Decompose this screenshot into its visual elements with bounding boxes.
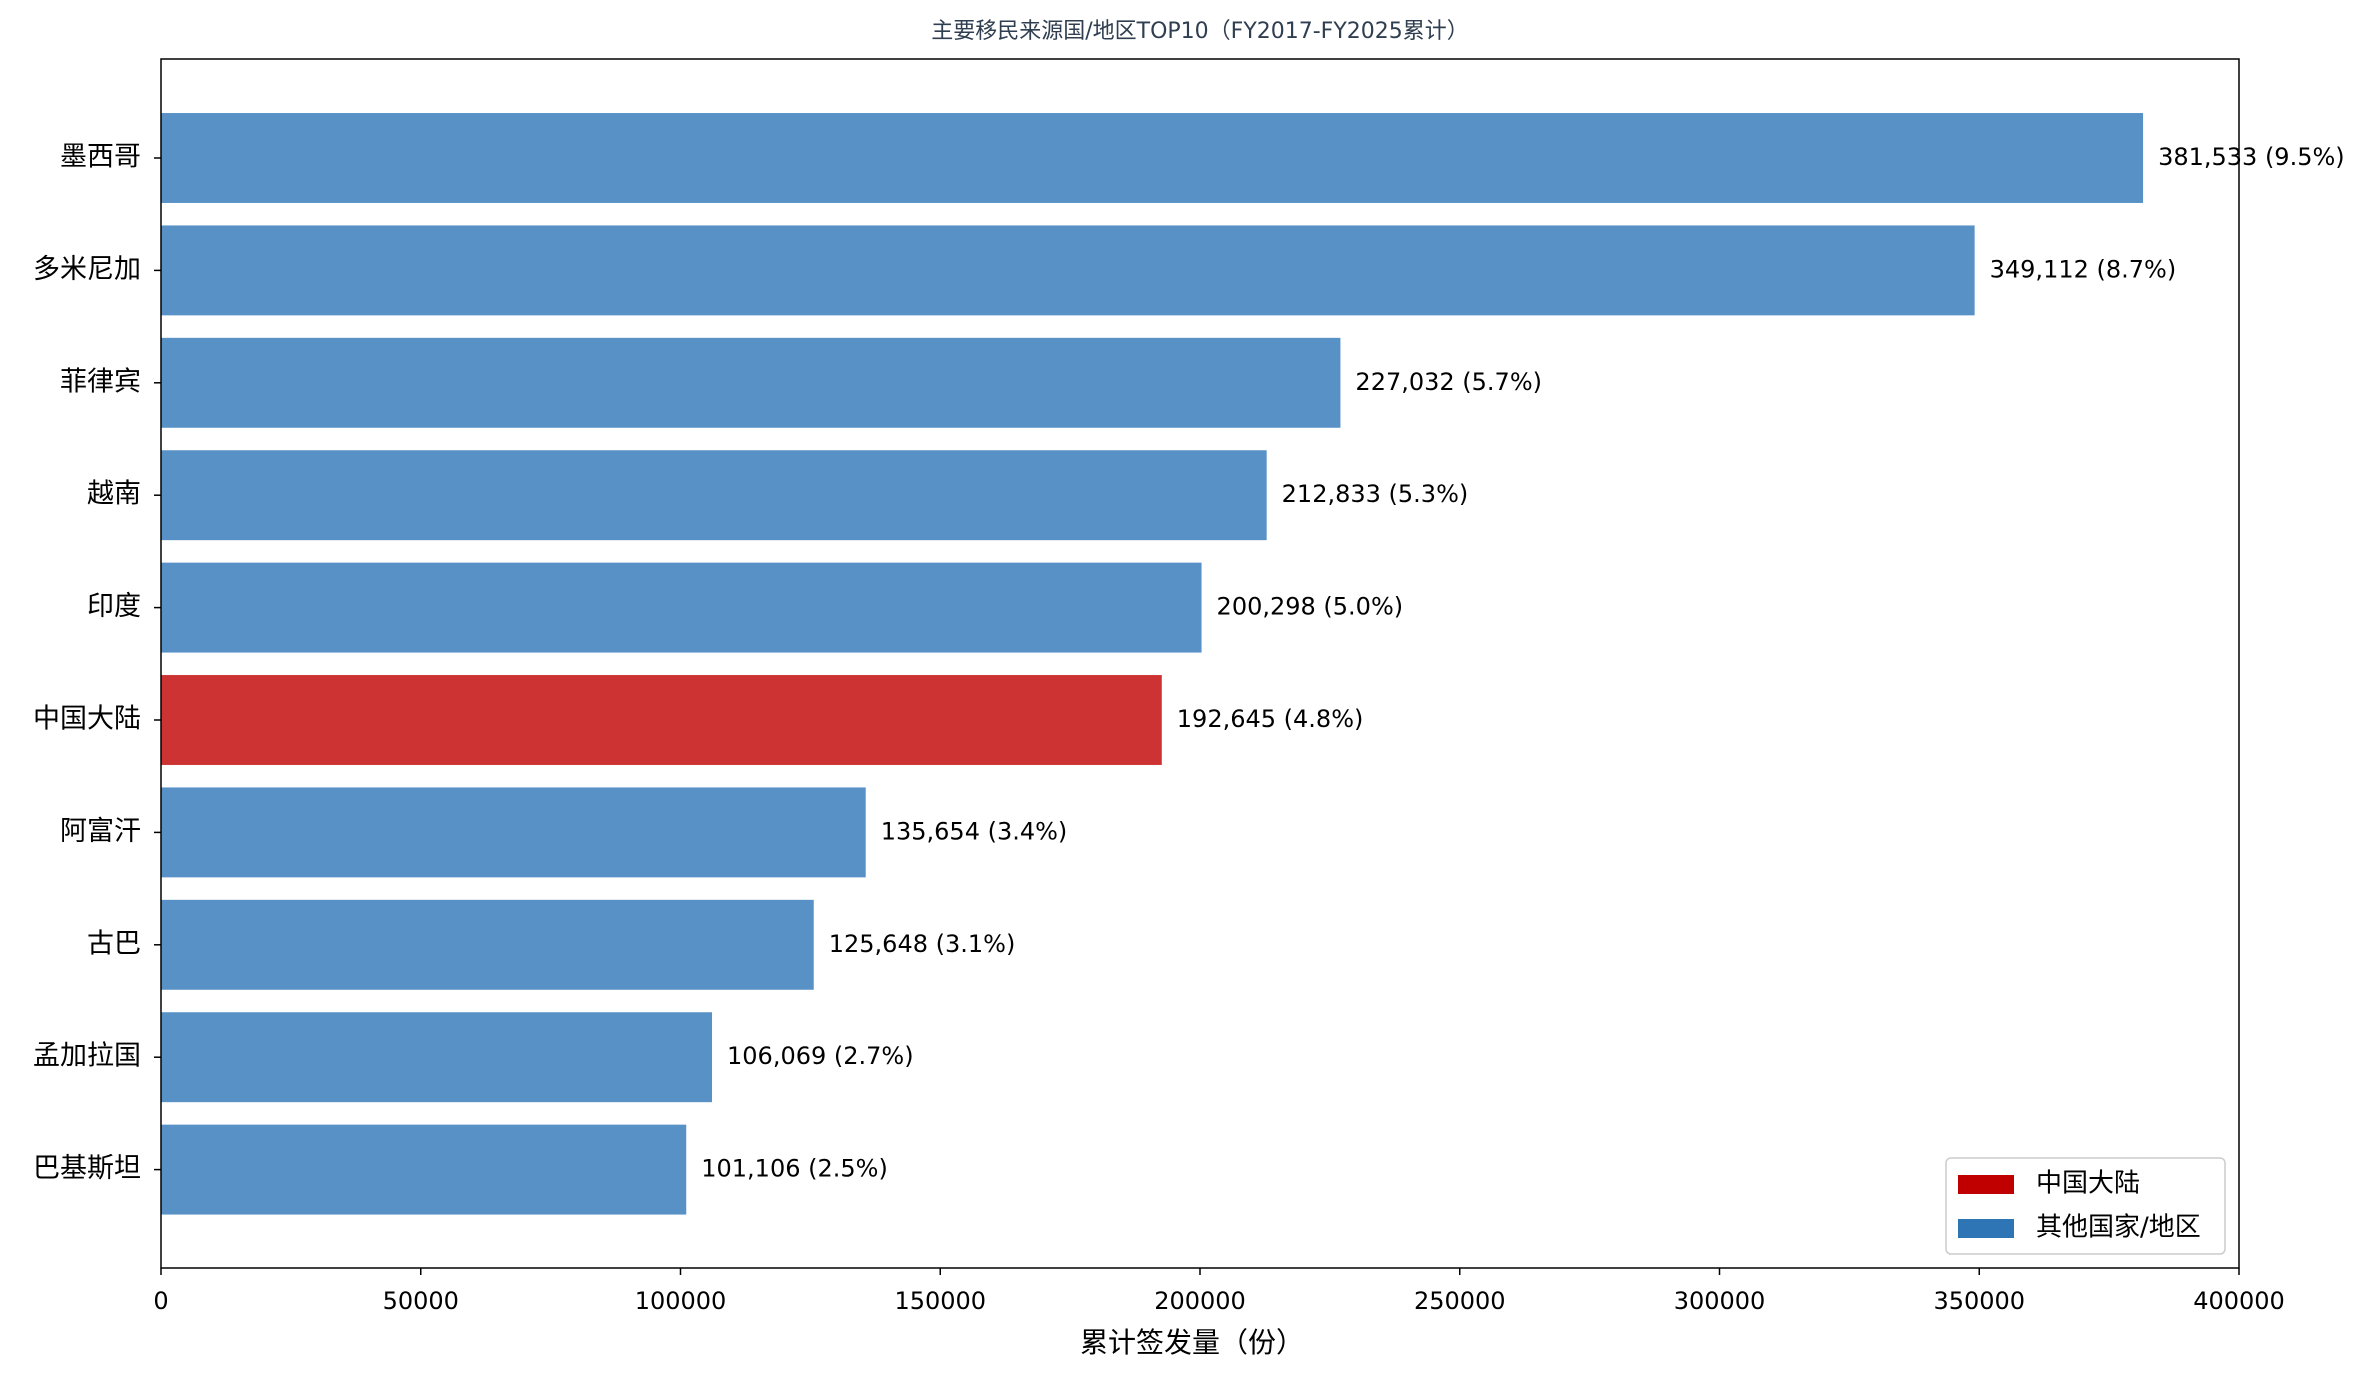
value-label: 212,833 (5.3%) <box>1282 480 1469 508</box>
y-tick-label: 菲律宾 <box>60 366 141 397</box>
legend-swatch <box>1958 1175 2014 1194</box>
x-axis-label: 累计签发量（份） <box>1080 1326 1304 1359</box>
x-tick-label: 300000 <box>1674 1287 1766 1315</box>
y-tick-label: 巴基斯坦 <box>33 1153 141 1184</box>
x-tick-label: 150000 <box>894 1287 986 1315</box>
bar <box>161 337 1341 428</box>
y-tick-label: 多米尼加 <box>33 254 141 285</box>
plot-frame <box>160 58 2240 1269</box>
y-tick-label: 中国大陆 <box>33 704 141 735</box>
value-label: 381,533 (9.5%) <box>2158 143 2345 171</box>
x-tick-label: 250000 <box>1414 1287 1506 1315</box>
x-tick-label: 50000 <box>383 1287 459 1315</box>
value-label: 192,645 (4.8%) <box>1177 705 1364 733</box>
bar <box>161 1012 713 1103</box>
x-tick-label: 100000 <box>635 1287 727 1315</box>
value-label: 227,032 (5.7%) <box>1355 368 1542 396</box>
value-label: 101,106 (2.5%) <box>701 1155 888 1183</box>
y-tick-label: 阿富汗 <box>60 816 141 847</box>
y-tick-label: 古巴 <box>87 928 141 959</box>
value-label: 106,069 (2.7%) <box>727 1042 914 1070</box>
value-label: 135,654 (3.4%) <box>881 817 1068 845</box>
y-tick-label: 印度 <box>87 591 141 622</box>
bar <box>161 113 2144 203</box>
x-tick-label: 350000 <box>1933 1287 2025 1315</box>
legend-label: 其他国家/地区 <box>2036 1213 2201 1243</box>
bar <box>161 787 866 878</box>
value-label: 349,112 (8.7%) <box>1990 255 2177 283</box>
x-tick-label: 200000 <box>1154 1287 1246 1315</box>
legend-swatch <box>1958 1219 2014 1238</box>
chart-title: 主要移民来源国/地区TOP10（FY2017-FY2025累计） <box>931 19 1469 44</box>
legend-label: 中国大陆 <box>2036 1169 2140 1199</box>
x-tick-label: 400000 <box>2193 1287 2285 1315</box>
value-label: 125,648 (3.1%) <box>829 930 1016 958</box>
bar <box>161 562 1202 653</box>
bar <box>161 225 1975 316</box>
value-label: 200,298 (5.0%) <box>1217 593 1404 621</box>
y-tick-label: 墨西哥 <box>60 142 141 173</box>
x-tick-label: 0 <box>153 1287 168 1315</box>
bar <box>161 675 1162 765</box>
y-tick-label: 越南 <box>87 479 141 510</box>
bar <box>161 450 1267 541</box>
legend-box <box>1945 1157 2226 1255</box>
bar <box>161 1124 687 1215</box>
bar <box>161 899 814 990</box>
y-tick-label: 孟加拉国 <box>33 1041 141 1072</box>
